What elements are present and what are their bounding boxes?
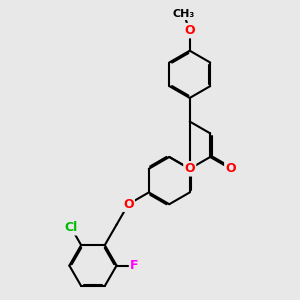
Text: Cl: Cl <box>64 221 78 234</box>
Text: CH₃: CH₃ <box>172 9 195 19</box>
Text: F: F <box>130 259 139 272</box>
Text: O: O <box>123 198 134 211</box>
Text: O: O <box>184 24 195 37</box>
Text: O: O <box>184 162 195 175</box>
Text: O: O <box>225 162 236 175</box>
